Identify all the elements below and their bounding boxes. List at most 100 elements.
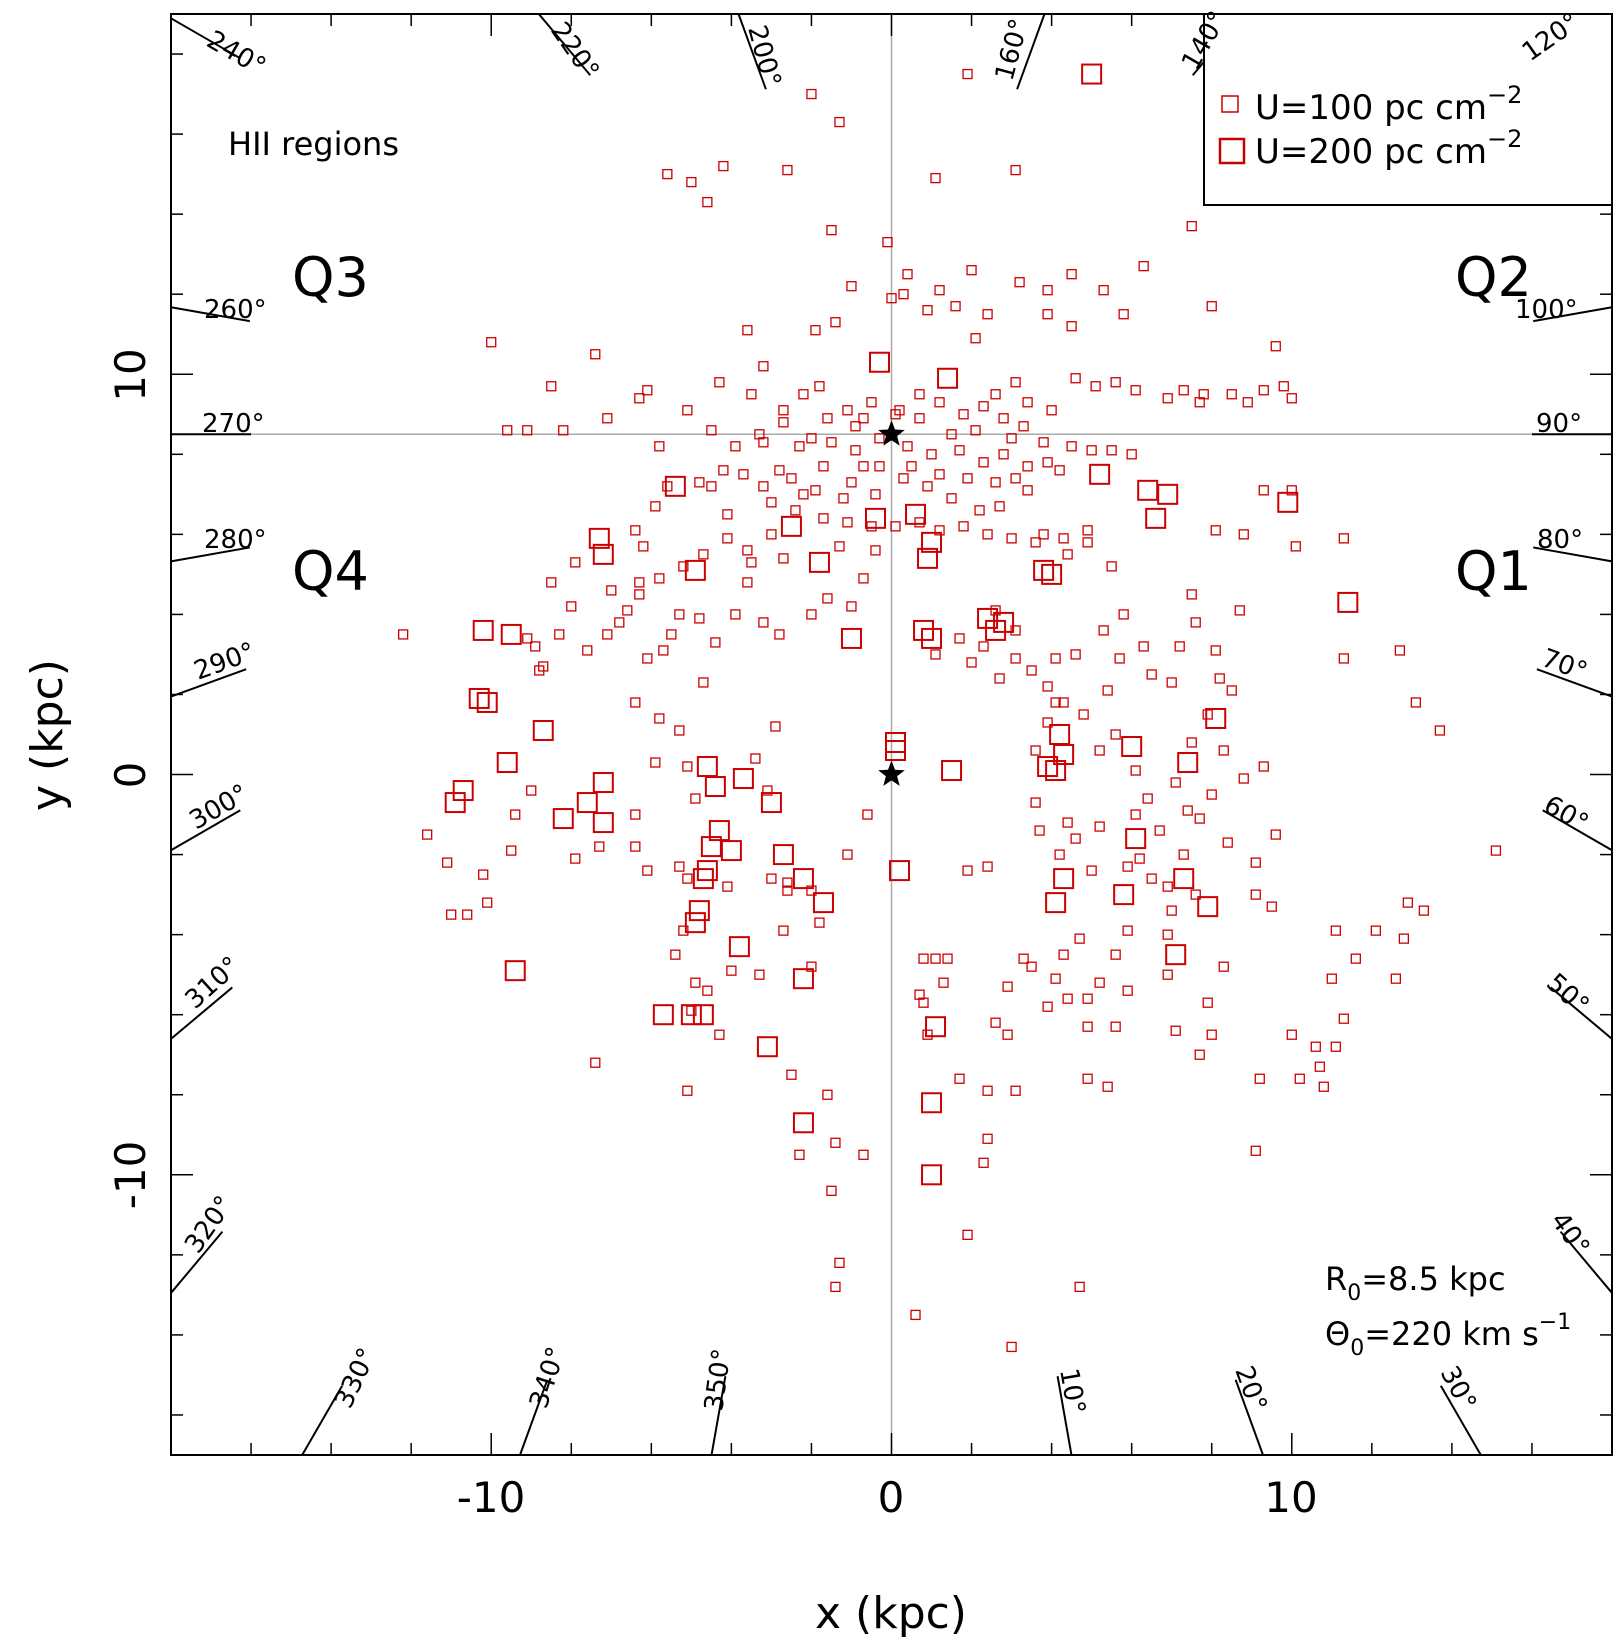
data-point-large bbox=[1045, 892, 1067, 914]
data-point-small bbox=[1110, 949, 1121, 960]
data-point-small bbox=[870, 545, 881, 556]
data-point-small bbox=[634, 577, 645, 588]
data-point-small bbox=[954, 445, 965, 456]
data-point-small bbox=[1254, 1073, 1265, 1084]
data-point-small bbox=[1202, 709, 1213, 720]
data-point-large bbox=[921, 1092, 943, 1114]
data-point-small bbox=[950, 301, 961, 312]
data-point-small bbox=[654, 441, 665, 452]
data-point-large bbox=[868, 351, 890, 373]
data-point-small bbox=[898, 289, 909, 300]
data-point-small bbox=[1058, 949, 1069, 960]
data-point-small bbox=[630, 525, 641, 536]
data-point-small bbox=[638, 541, 649, 552]
data-point-small bbox=[990, 477, 1001, 488]
y-tick-label: -10 bbox=[106, 1141, 155, 1210]
data-point-large bbox=[772, 844, 794, 866]
data-point-small bbox=[718, 465, 729, 476]
data-point-large bbox=[692, 1004, 714, 1026]
data-point-small bbox=[526, 785, 537, 796]
data-point-small bbox=[442, 857, 453, 868]
data-point-small bbox=[1182, 805, 1193, 816]
data-point-small bbox=[966, 657, 977, 668]
data-point-small bbox=[654, 713, 665, 724]
data-point-small bbox=[1094, 745, 1105, 756]
y-axis-label: y (kpc) bbox=[22, 659, 73, 811]
data-point-small bbox=[1178, 849, 1189, 860]
data-point-small bbox=[1130, 385, 1141, 396]
data-point-small bbox=[830, 1281, 841, 1293]
data-point-large bbox=[1165, 944, 1187, 966]
data-point-small bbox=[650, 757, 661, 768]
data-point-small bbox=[1206, 301, 1217, 312]
data-point-small bbox=[482, 897, 493, 908]
data-point-small bbox=[866, 521, 877, 532]
data-point-small bbox=[718, 160, 729, 172]
data-point-small bbox=[786, 473, 797, 484]
data-point-small bbox=[982, 1085, 993, 1096]
data-point-small bbox=[522, 633, 533, 644]
data-point-small bbox=[898, 473, 909, 484]
quadrant-label-q2: Q2 bbox=[1455, 246, 1532, 309]
data-point-small bbox=[1118, 609, 1129, 620]
legend-entry-large: U=200 pc cm−2 bbox=[1255, 125, 1522, 172]
data-point-small bbox=[642, 865, 653, 876]
data-point-small bbox=[1018, 953, 1029, 964]
x-tick-label: 10 bbox=[1264, 1473, 1317, 1522]
data-point-small bbox=[698, 677, 709, 688]
data-point-large bbox=[885, 732, 907, 754]
data-point-small bbox=[446, 909, 457, 920]
data-point-small bbox=[766, 873, 777, 884]
longitude-tick-330 bbox=[301, 1385, 344, 1456]
data-point-small bbox=[1250, 857, 1261, 868]
data-point-small bbox=[1078, 709, 1089, 720]
data-point-small bbox=[546, 381, 557, 392]
data-point-large bbox=[792, 868, 814, 890]
data-point-small bbox=[758, 617, 769, 628]
data-point-small bbox=[814, 917, 825, 928]
data-point-large bbox=[552, 808, 574, 830]
data-point-large bbox=[1113, 884, 1135, 906]
data-point-small bbox=[682, 761, 693, 772]
data-point-small bbox=[774, 629, 785, 640]
data-point-small bbox=[666, 629, 677, 640]
data-point-large bbox=[684, 559, 706, 581]
data-point-large bbox=[812, 892, 834, 914]
data-point-small bbox=[742, 325, 753, 336]
data-point-large bbox=[864, 507, 886, 529]
lon-label-100: 100° bbox=[1515, 295, 1578, 325]
data-point-small bbox=[1102, 1081, 1113, 1092]
data-point-small bbox=[722, 509, 733, 520]
data-point-small bbox=[1490, 845, 1502, 856]
data-point-large bbox=[472, 619, 494, 641]
data-point-small bbox=[1270, 829, 1281, 840]
data-point-small bbox=[886, 293, 897, 304]
data-point-small bbox=[1002, 981, 1013, 992]
data-point-small bbox=[1074, 1281, 1085, 1293]
data-point-small bbox=[1318, 1081, 1329, 1092]
data-point-small bbox=[930, 649, 941, 660]
data-point-large bbox=[885, 740, 907, 762]
data-point-small bbox=[1006, 1341, 1017, 1353]
x-tick-label: -10 bbox=[457, 1473, 526, 1522]
longitude-tick-340 bbox=[519, 1379, 549, 1456]
longitude-tick-50 bbox=[1550, 986, 1613, 1040]
data-point-small bbox=[1238, 773, 1249, 784]
data-point-large bbox=[917, 547, 939, 569]
lon-label-350: 350° bbox=[699, 1347, 737, 1413]
data-point-small bbox=[398, 629, 409, 640]
data-point-small bbox=[1162, 929, 1173, 940]
data-point-small bbox=[954, 633, 965, 644]
data-point-large bbox=[977, 607, 999, 629]
data-point-small bbox=[794, 441, 805, 452]
data-point-small bbox=[1162, 393, 1173, 404]
data-point-large bbox=[1137, 479, 1159, 501]
data-point-small bbox=[658, 645, 669, 656]
data-point-small bbox=[822, 413, 833, 424]
data-point-small bbox=[1226, 685, 1237, 696]
data-point-small bbox=[1166, 677, 1177, 688]
data-point-small bbox=[846, 477, 857, 488]
param-r0: R0=8.5 kpc bbox=[1325, 1260, 1506, 1306]
lon-label-60: 60° bbox=[1539, 790, 1594, 839]
data-point-small bbox=[634, 589, 645, 600]
